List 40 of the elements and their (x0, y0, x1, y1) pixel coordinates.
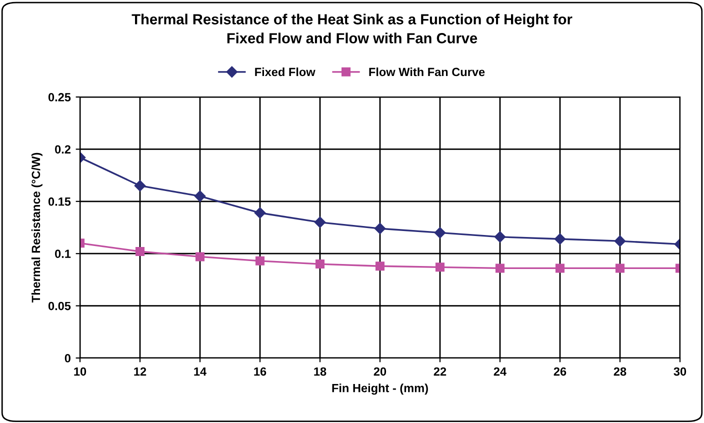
x-tick-label: 22 (434, 367, 446, 376)
x-tick-label: 26 (554, 367, 566, 376)
point (314, 216, 326, 228)
x-tick-label: 24 (494, 367, 507, 376)
y-tick-label: 0.25 (48, 93, 71, 102)
point (135, 247, 145, 256)
point (615, 264, 625, 273)
x-axis-title: Fin Height - (mm) (332, 384, 428, 395)
x-tick-label: 16 (254, 367, 266, 376)
x-tick-label: 18 (314, 367, 326, 376)
y-axis-title: Thermal Resistance (°C/W) (31, 152, 42, 303)
point (375, 262, 385, 271)
x-tick-label: 14 (194, 367, 207, 376)
x-tick-label: 20 (374, 367, 386, 376)
legend-label: Fixed Flow (255, 68, 316, 76)
point (614, 235, 626, 247)
point (195, 252, 205, 262)
point (315, 260, 325, 269)
point (434, 227, 446, 238)
point (255, 256, 265, 266)
point (555, 264, 565, 273)
point (374, 222, 386, 234)
chart-title: Thermal Resistance of the Heat Sink as a Function of Height for Fixed Flow and Flow with Fan Curve (132, 14, 572, 44)
y-tick-label: 0.05 (48, 302, 71, 310)
point (254, 207, 266, 218)
point (494, 231, 506, 242)
x-tick-label: 28 (614, 367, 626, 376)
point (554, 233, 566, 245)
y-tick-label: 0 (64, 354, 70, 362)
x-tick-label: 30 (674, 367, 686, 376)
y-tick-label: 0.1 (55, 250, 71, 258)
point (435, 262, 445, 272)
point (134, 180, 146, 192)
y-tick-label: 0.2 (55, 145, 70, 154)
point (495, 264, 505, 273)
x-tick-label: 10 (74, 367, 86, 376)
y-tick-label: 0.15 (48, 197, 71, 206)
point (194, 190, 206, 202)
legend-label: Flow With Fan Curve (369, 68, 485, 76)
x-tick-label: 12 (134, 367, 146, 376)
